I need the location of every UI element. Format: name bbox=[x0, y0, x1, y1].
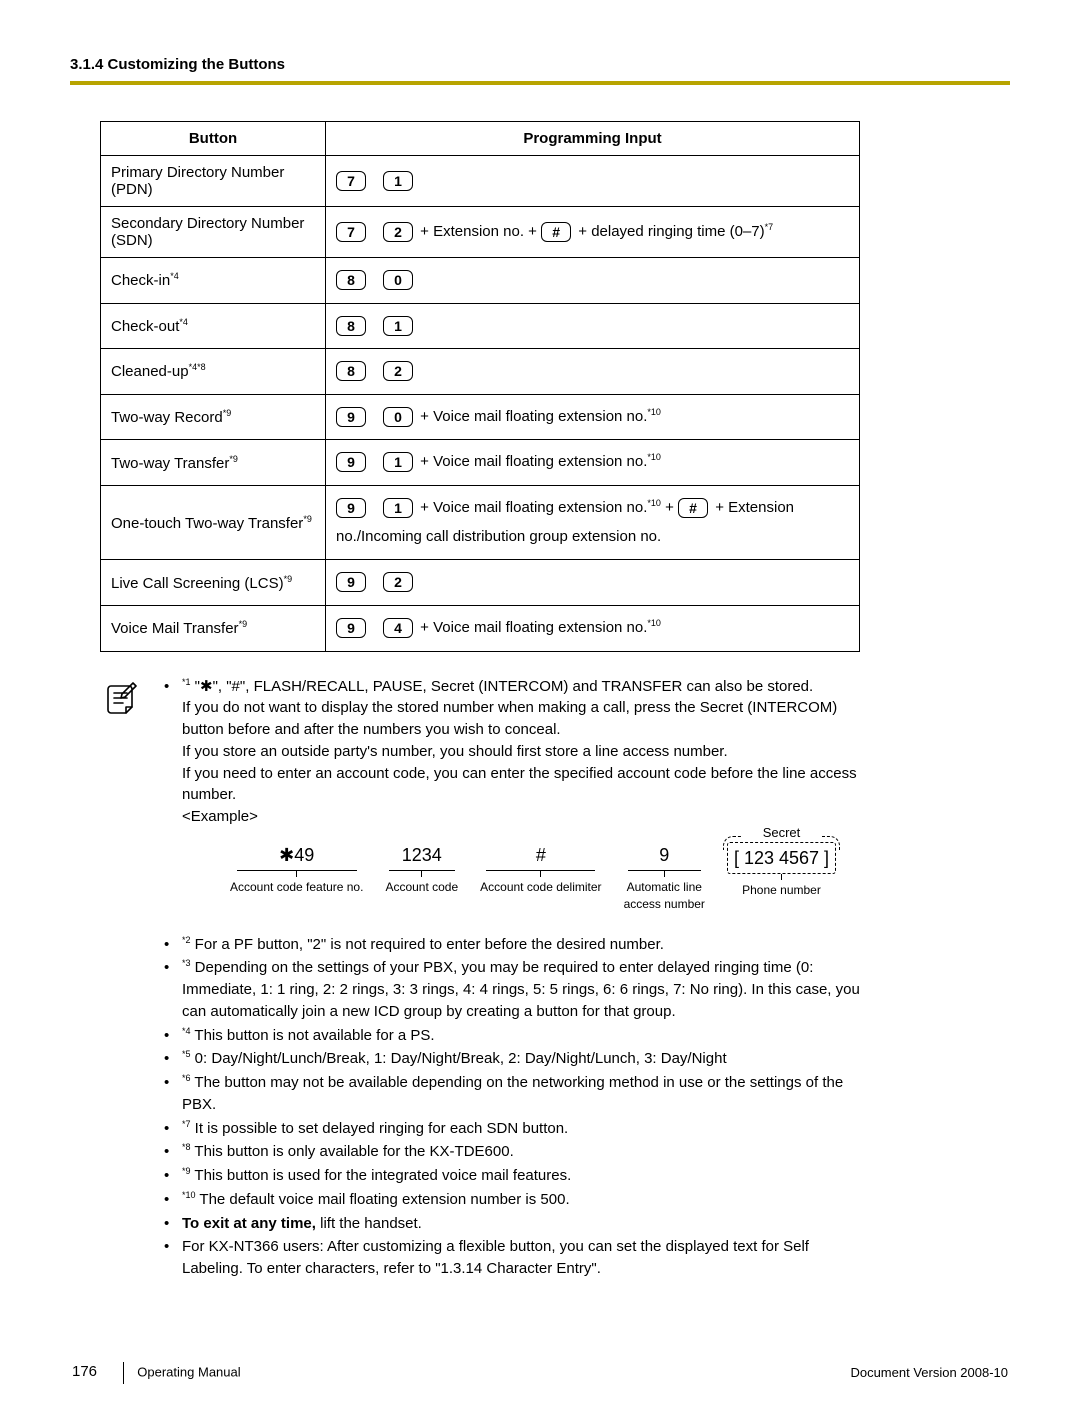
key: 7 bbox=[336, 171, 366, 191]
programming-input: 72 + Extension no. + # + delayed ringing… bbox=[326, 207, 860, 258]
key: 9 bbox=[336, 498, 366, 518]
key: 8 bbox=[336, 316, 366, 336]
note-exit: To exit at any time, lift the handset. bbox=[160, 1213, 870, 1235]
key: # bbox=[541, 222, 571, 242]
divider bbox=[70, 81, 1010, 85]
key: 2 bbox=[383, 361, 413, 381]
example-item: 9Automatic line access number bbox=[624, 842, 705, 914]
key: 1 bbox=[383, 452, 413, 472]
note-item: *10 The default voice mail floating exte… bbox=[160, 1189, 870, 1211]
button-name: Cleaned-up*4*8 bbox=[101, 349, 326, 395]
key: 8 bbox=[336, 270, 366, 290]
key: 1 bbox=[383, 498, 413, 518]
programming-input: 81 bbox=[326, 303, 860, 349]
key: # bbox=[678, 498, 708, 518]
programming-input: 71 bbox=[326, 156, 860, 207]
key: 9 bbox=[336, 618, 366, 638]
key: 7 bbox=[336, 222, 366, 242]
programming-input: 94 + Voice mail floating extension no.*1… bbox=[326, 605, 860, 651]
notes: *1 "✱", "#", FLASH/RECALL, PAUSE, Secret… bbox=[100, 676, 870, 1282]
table-row: Two-way Record*990 + Voice mail floating… bbox=[101, 394, 860, 440]
note-list: *1 "✱", "#", FLASH/RECALL, PAUSE, Secret… bbox=[160, 676, 870, 1282]
note-item: *2 For a PF button, "2" is not required … bbox=[160, 934, 870, 956]
key: 0 bbox=[383, 407, 413, 427]
table-row: Two-way Transfer*991 + Voice mail floati… bbox=[101, 440, 860, 486]
table-row: Secondary Directory Number (SDN)72 + Ext… bbox=[101, 207, 860, 258]
note-item: *6 The button may not be available depen… bbox=[160, 1072, 870, 1116]
table-row: Voice Mail Transfer*994 + Voice mail flo… bbox=[101, 605, 860, 651]
button-name: Live Call Screening (LCS)*9 bbox=[101, 560, 326, 606]
button-name: Primary Directory Number (PDN) bbox=[101, 156, 326, 207]
key: 1 bbox=[383, 171, 413, 191]
footer: 176 Operating Manual Document Version 20… bbox=[70, 1362, 1010, 1384]
col-input: Programming Input bbox=[326, 122, 860, 156]
section-heading: 3.1.4 Customizing the Buttons bbox=[70, 56, 1010, 73]
note-item: *7 It is possible to set delayed ringing… bbox=[160, 1118, 870, 1140]
note-item: *4 This button is not available for a PS… bbox=[160, 1025, 870, 1047]
example-item: 1234Account code bbox=[385, 842, 458, 896]
key: 9 bbox=[336, 572, 366, 592]
note-item: *5 0: Day/Night/Lunch/Break, 1: Day/Nigh… bbox=[160, 1048, 870, 1070]
example-secret: Secret [ 123 4567 ] Phone number bbox=[727, 842, 836, 899]
button-name: One-touch Two-way Transfer*9 bbox=[101, 485, 326, 559]
button-name: Check-out*4 bbox=[101, 303, 326, 349]
key: 1 bbox=[383, 316, 413, 336]
key: 9 bbox=[336, 407, 366, 427]
button-name: Check-in*4 bbox=[101, 258, 326, 304]
programming-input: 92 bbox=[326, 560, 860, 606]
note-item: *8 This button is only available for the… bbox=[160, 1141, 870, 1163]
note-nt366: For KX-NT366 users: After customizing a … bbox=[160, 1236, 870, 1280]
button-name: Secondary Directory Number (SDN) bbox=[101, 207, 326, 258]
key: 2 bbox=[383, 572, 413, 592]
example-item: ✱49Account code feature no. bbox=[230, 842, 363, 896]
doc-version: Document Version 2008-10 bbox=[850, 1365, 1008, 1380]
note-item: *9 This button is used for the integrate… bbox=[160, 1165, 870, 1187]
programming-input: 91 + Voice mail floating extension no.*1… bbox=[326, 440, 860, 486]
key: 2 bbox=[383, 222, 413, 242]
note-1: *1 "✱", "#", FLASH/RECALL, PAUSE, Secret… bbox=[160, 676, 870, 914]
note-item: *3 Depending on the settings of your PBX… bbox=[160, 957, 870, 1022]
manual-title: Operating Manual bbox=[137, 1364, 240, 1379]
programming-input: 80 bbox=[326, 258, 860, 304]
key: 0 bbox=[383, 270, 413, 290]
table-row: Cleaned-up*4*882 bbox=[101, 349, 860, 395]
programming-input: 82 bbox=[326, 349, 860, 395]
button-table: Button Programming Input Primary Directo… bbox=[100, 121, 860, 652]
table-row: Check-out*481 bbox=[101, 303, 860, 349]
example-item: #Account code delimiter bbox=[480, 842, 601, 896]
button-name: Two-way Transfer*9 bbox=[101, 440, 326, 486]
programming-input: 90 + Voice mail floating extension no.*1… bbox=[326, 394, 860, 440]
button-name: Two-way Record*9 bbox=[101, 394, 326, 440]
page: 3.1.4 Customizing the Buttons Button Pro… bbox=[0, 0, 1080, 1424]
page-number: 176 bbox=[72, 1363, 97, 1380]
key: 9 bbox=[336, 452, 366, 472]
col-button: Button bbox=[101, 122, 326, 156]
button-name: Voice Mail Transfer*9 bbox=[101, 605, 326, 651]
programming-input: 91 + Voice mail floating extension no.*1… bbox=[326, 485, 860, 559]
key: 8 bbox=[336, 361, 366, 381]
key: 4 bbox=[383, 618, 413, 638]
table-row: Live Call Screening (LCS)*992 bbox=[101, 560, 860, 606]
table-row: One-touch Two-way Transfer*991 + Voice m… bbox=[101, 485, 860, 559]
table-row: Primary Directory Number (PDN)71 bbox=[101, 156, 860, 207]
example-row: ✱49Account code feature no. 1234Account c… bbox=[230, 842, 870, 914]
table-row: Check-in*480 bbox=[101, 258, 860, 304]
note-icon bbox=[100, 676, 160, 1282]
